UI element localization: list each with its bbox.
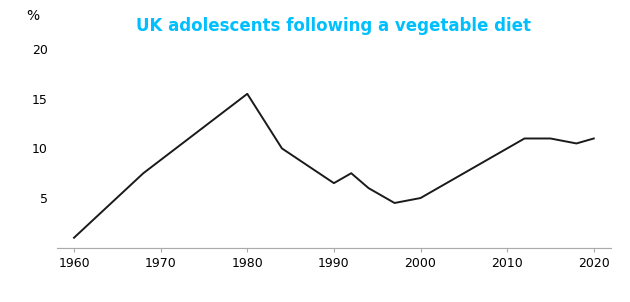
Title: UK adolescents following a vegetable diet: UK adolescents following a vegetable die… — [137, 17, 531, 35]
Text: %: % — [26, 8, 39, 23]
